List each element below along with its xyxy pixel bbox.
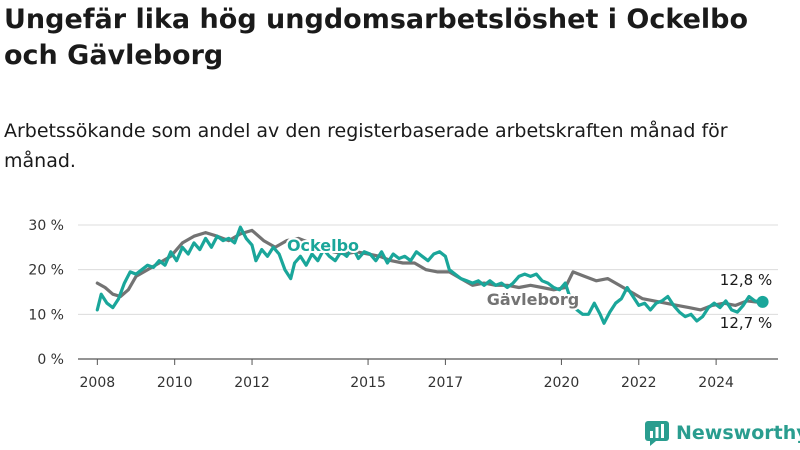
newsworthy-logo-icon — [645, 421, 669, 446]
x-tick-label: 2020 — [544, 375, 580, 391]
chart-subtitle: Arbetssökande som andel av den registerb… — [4, 120, 728, 172]
series-annotation-ockelbo: Ockelbo — [287, 236, 359, 255]
x-tick-label: 2012 — [234, 375, 270, 391]
chart-title: Ungefär lika hög ungdomsarbetslöshet i O… — [4, 4, 749, 71]
y-tick-label: 20 % — [28, 263, 64, 279]
end-value-label-gavleborg: 12,7 % — [720, 314, 772, 332]
newsworthy-logo-text: Newsworthy — [676, 422, 800, 444]
x-tick-label: 2010 — [157, 375, 193, 391]
y-tick-label: 30 % — [28, 218, 64, 234]
y-tick-label: 10 % — [28, 307, 64, 323]
x-tick-label: 2008 — [80, 375, 116, 391]
newsworthy-logo: Newsworthy — [644, 418, 800, 448]
x-tick-label: 2017 — [428, 375, 464, 391]
end-point-marker — [756, 295, 769, 308]
end-value-label-ockelbo: 12,8 % — [720, 271, 772, 289]
x-tick-label: 2022 — [621, 375, 657, 391]
x-tick-label: 2024 — [698, 375, 734, 391]
series-annotation-gvleborg: Gävleborg — [487, 290, 579, 309]
y-tick-label: 0 % — [37, 352, 64, 368]
x-tick-label: 2015 — [350, 375, 386, 391]
series-line-ockelbo — [95, 225, 763, 325]
series-line-gvleborg — [95, 228, 761, 312]
